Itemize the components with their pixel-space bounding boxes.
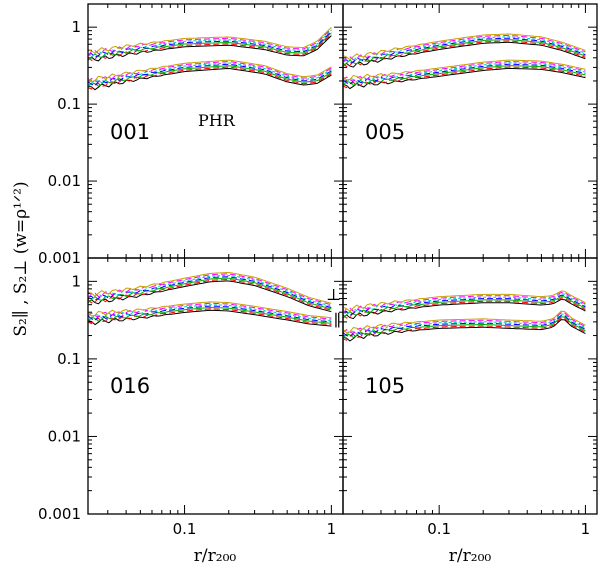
x-axis-label-right: r/r₂₀₀ [449,546,492,566]
series-lower-line [342,313,586,337]
y-tick-label: 0.001 [38,505,81,523]
series-upper-line [87,31,332,58]
series-upper-line [342,33,586,61]
series-upper-line [342,37,586,64]
series-lower-line [342,65,586,87]
series-upper-line [87,28,332,57]
series-upper-line [342,293,586,316]
series-upper-line [342,297,586,319]
x-axis-label-left: r/r₂₀₀ [194,546,237,566]
series-upper-line [87,271,332,304]
series-upper-line [342,291,586,314]
series-upper-line [87,33,332,61]
series-lower-line [87,306,332,324]
series-upper-line [87,32,332,61]
series-lower-line [87,59,332,83]
parallel-label: ∥ [334,311,341,330]
y-tick-label: 1 [71,18,81,36]
y-tick-label: 1 [71,272,81,290]
panel-005: 005 [342,3,598,259]
series-lower-line [342,316,586,340]
y-tick-label: 0.001 [38,249,81,267]
series-lower-line [342,317,586,341]
panel-016: 016 1 0.1 0.01 0.001 0.1 1 [38,257,344,538]
x-tick-label: 0.1 [173,520,197,538]
series-lower-line [87,308,332,326]
series-upper-line [342,36,586,64]
y-tick-label: 0.1 [57,95,81,113]
y-axis-label: S₂∥ , S₂⊥ (w=ρ¹ᐟ²) [11,181,31,336]
x-tick-label: 1 [581,520,591,538]
perp-label: ⊥ [326,285,341,304]
y-tick-label: 0.01 [48,172,81,190]
series-lower-line [342,66,586,89]
panel-id-label: 001 [110,120,150,144]
series-lower-line [87,62,332,86]
annotation-label: PHR [198,111,236,130]
y-tick-label: 0.01 [48,427,81,445]
panel-id-label: 105 [365,374,405,398]
x-tick-label: 1 [327,520,337,538]
panel-id-label: 005 [365,120,405,144]
series-lower-line [87,66,332,90]
series-upper-line [87,29,332,58]
series-lower-line [87,65,332,88]
series-lower-line [342,310,586,334]
series-upper-line [342,39,586,67]
series-upper-line [87,277,332,310]
series-upper-line [87,274,332,307]
panel-frame [342,257,598,515]
series-upper-line [342,290,586,312]
series-lower-line [342,59,586,81]
series-upper-line [342,34,586,63]
series-upper-line [342,296,586,319]
series-upper-line [87,273,332,306]
series-upper-line [342,40,586,68]
x-tick-label: 0.1 [427,520,451,538]
series-lower-line [87,304,332,321]
series-lower-line [87,301,332,319]
panel-001: 001 PHR 1 0.1 0.01 0.001 [38,3,344,267]
series-lower-line [342,62,586,84]
y-tick-label: 0.1 [57,350,81,368]
series-upper-line [87,278,332,311]
series-upper-line [87,26,332,55]
panel-105: 105 ⊥ ∥ 0.1 1 [326,257,598,538]
series-upper-line [87,276,332,308]
panel-id-label: 016 [110,374,150,398]
series-upper-line [342,294,586,316]
